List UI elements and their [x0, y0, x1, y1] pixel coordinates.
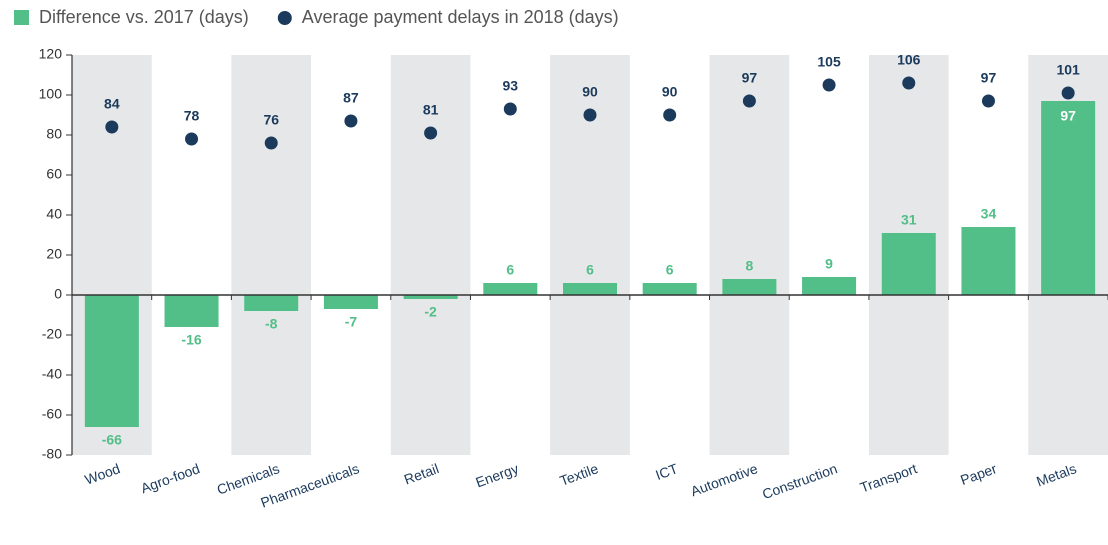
- dot-value-label: 97: [742, 70, 758, 86]
- y-tick-label: 40: [46, 206, 62, 222]
- dot-value-label: 81: [423, 102, 439, 118]
- bar: [483, 283, 538, 295]
- bar-value-label: 97: [1060, 108, 1076, 124]
- x-tick-label: Retail: [402, 460, 441, 487]
- category-band: [231, 55, 312, 455]
- dot: [185, 132, 199, 146]
- y-tick-label: -20: [42, 326, 62, 342]
- x-tick-label: Automotive: [688, 460, 759, 499]
- x-tick-label: Metals: [1034, 460, 1078, 489]
- y-tick-label: 0: [54, 286, 62, 302]
- legend-swatch: [14, 10, 29, 25]
- x-tick-label: Transport: [858, 460, 919, 495]
- bar: [164, 295, 219, 327]
- x-tick-label: Paper: [958, 460, 999, 488]
- legend-swatch: [277, 11, 292, 25]
- dot: [105, 120, 119, 134]
- dot-value-label: 106: [897, 52, 921, 68]
- x-tick-label: Textile: [558, 460, 601, 489]
- bar-value-label: 31: [901, 212, 917, 228]
- dot-value-label: 101: [1056, 62, 1080, 78]
- bar-value-label: 34: [981, 206, 997, 222]
- dot: [742, 94, 756, 108]
- bar-value-label: -2: [424, 304, 437, 320]
- bar-value-label: -16: [181, 332, 201, 348]
- bar-value-label: 6: [586, 262, 594, 278]
- dot-value-label: 97: [981, 70, 997, 86]
- legend-label: Difference vs. 2017 (days): [39, 7, 249, 27]
- bar-value-label: 8: [745, 258, 753, 274]
- bar-value-label: -7: [345, 314, 358, 330]
- dot-value-label: 90: [662, 84, 678, 100]
- dot: [822, 78, 836, 92]
- category-band: [550, 55, 630, 455]
- dot-value-label: 93: [503, 78, 519, 94]
- bar-value-label: 9: [825, 256, 833, 272]
- y-tick-label: 120: [39, 46, 63, 62]
- x-tick-label: Agro-food: [139, 460, 202, 496]
- category-band: [390, 55, 471, 455]
- y-tick-label: 100: [39, 86, 63, 102]
- dot: [902, 76, 916, 90]
- bar: [403, 295, 458, 299]
- dot: [1061, 86, 1075, 100]
- dot: [583, 108, 597, 122]
- dot-value-label: 78: [184, 108, 200, 124]
- bar: [961, 227, 1016, 295]
- bar: [802, 277, 857, 295]
- bar-value-label: 6: [666, 262, 674, 278]
- dot: [424, 126, 438, 140]
- bar: [881, 233, 936, 295]
- dot-value-label: 105: [817, 54, 841, 70]
- bar: [722, 279, 777, 295]
- dot-value-label: 76: [263, 112, 279, 128]
- y-tick-label: -60: [42, 406, 62, 422]
- bar: [563, 283, 617, 295]
- dot: [344, 114, 358, 128]
- y-tick-label: -40: [42, 366, 62, 382]
- y-tick-label: 60: [46, 166, 62, 182]
- dot: [981, 94, 995, 108]
- y-tick-label: 80: [46, 126, 62, 142]
- y-tick-label: -80: [42, 446, 62, 462]
- legend-label: Average payment delays in 2018 (days): [302, 7, 619, 27]
- bar: [1041, 101, 1096, 295]
- bar-value-label: 6: [506, 262, 514, 278]
- bar-value-label: -66: [102, 432, 122, 448]
- bar: [84, 295, 139, 427]
- bar: [244, 295, 299, 311]
- x-tick-label: ICT: [653, 460, 680, 483]
- category-band: [709, 55, 790, 455]
- y-tick-label: 20: [46, 246, 62, 262]
- dot-value-label: 90: [582, 84, 598, 100]
- bar-value-label: -8: [265, 316, 278, 332]
- dot: [264, 136, 278, 150]
- x-tick-label: Energy: [473, 460, 520, 490]
- dot: [503, 102, 517, 116]
- dot-value-label: 87: [343, 90, 359, 106]
- bar: [642, 283, 697, 295]
- bar: [323, 295, 378, 309]
- dot: [663, 108, 677, 122]
- dot-value-label: 84: [104, 96, 120, 112]
- x-tick-label: Wood: [83, 460, 123, 487]
- x-tick-label: Construction: [760, 460, 839, 502]
